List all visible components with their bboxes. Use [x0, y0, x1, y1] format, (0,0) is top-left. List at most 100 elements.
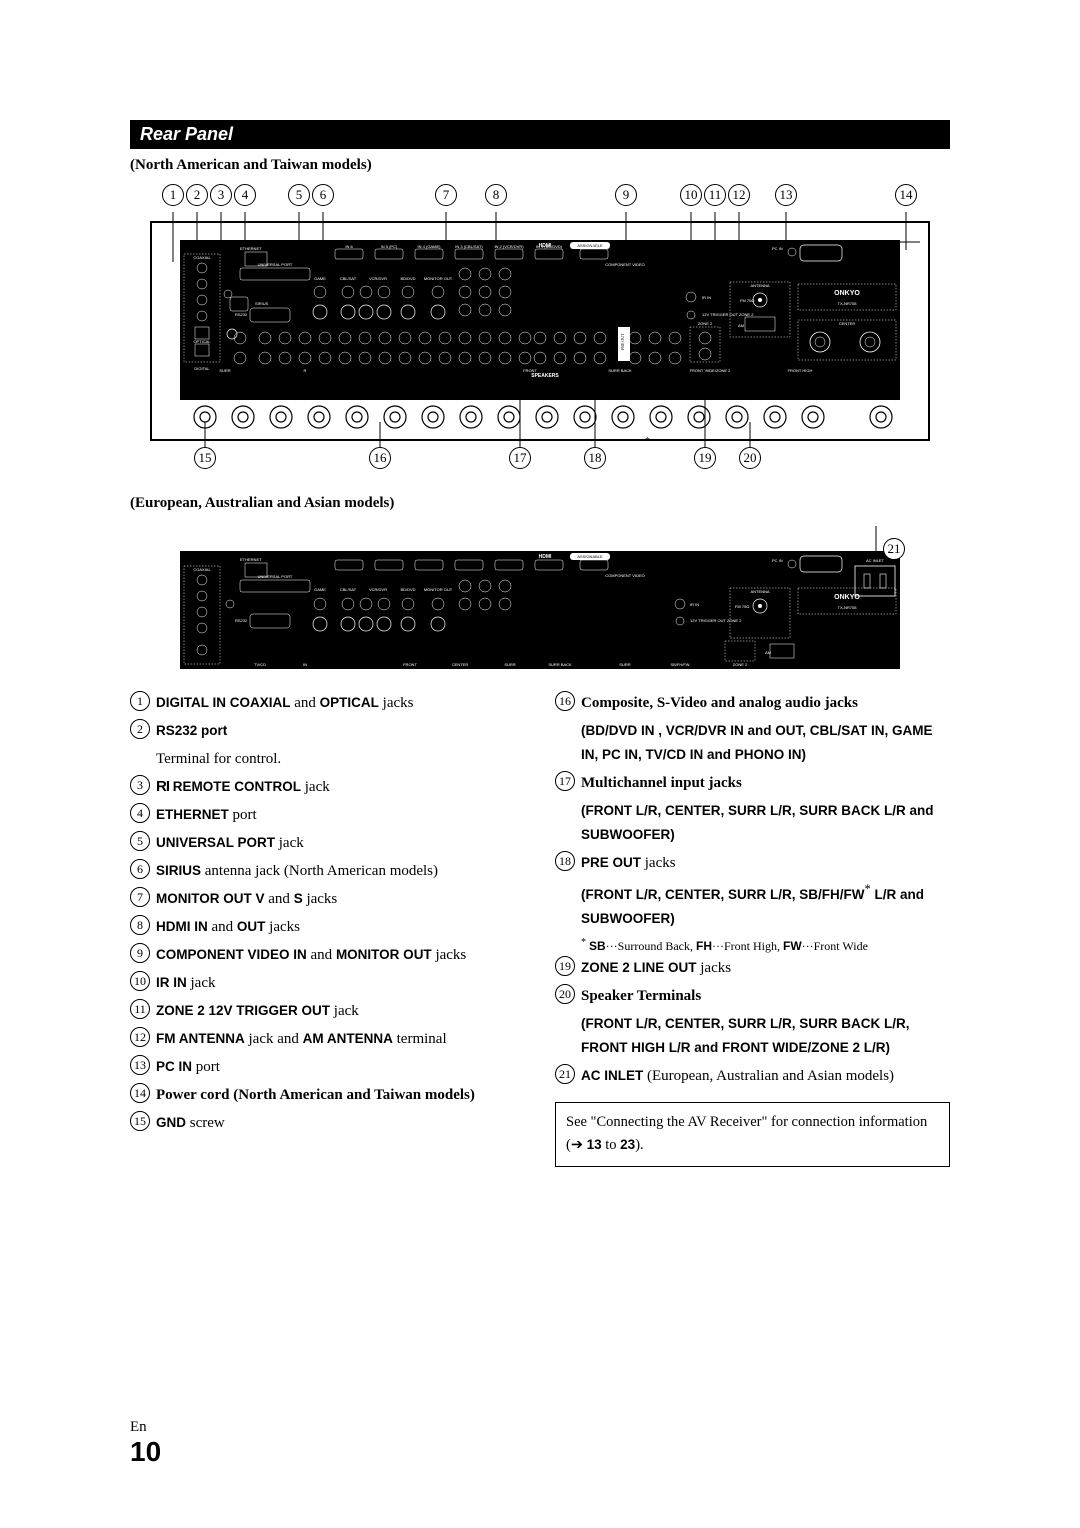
- callout-10: 10: [680, 184, 702, 206]
- reference-item-21: 21AC INLET (European, Australian and Asi…: [555, 1064, 950, 1088]
- page-number: 10: [130, 1436, 161, 1468]
- item-detail: (FRONT L/R, CENTER, SURR L/R, SB/FH/FW* …: [581, 879, 950, 931]
- callout-19: 19: [694, 447, 716, 469]
- svg-text:AC INLET: AC INLET: [866, 558, 885, 563]
- svg-text:PRE OUT: PRE OUT: [620, 333, 625, 350]
- reference-item-14: 14Power cord (North American and Taiwan …: [130, 1083, 525, 1107]
- svg-text:UNIVERSAL PORT: UNIVERSAL PORT: [258, 574, 293, 579]
- reference-item-20: 20 Speaker Terminals: [555, 984, 950, 1008]
- svg-text:ONKYO: ONKYO: [834, 290, 860, 297]
- svg-text:12V TRIGGER OUT ZONE 2: 12V TRIGGER OUT ZONE 2: [702, 312, 754, 317]
- item-text: Speaker Terminals: [581, 984, 701, 1008]
- reference-item-19: 19ZONE 2 LINE OUT jacks: [555, 956, 950, 980]
- svg-text:IN 6: IN 6: [345, 244, 353, 249]
- svg-text:COMPONENT VIDEO: COMPONENT VIDEO: [605, 573, 645, 578]
- svg-text:SB/FH/FW: SB/FH/FW: [670, 662, 689, 667]
- item-text: IR IN jack: [156, 971, 216, 995]
- svg-text:CENTER: CENTER: [839, 321, 856, 326]
- svg-text:IN 4 (GAME): IN 4 (GAME): [418, 244, 442, 249]
- item-text: MONITOR OUT V and S jacks: [156, 887, 337, 911]
- svg-text:VCR/DVR: VCR/DVR: [369, 276, 387, 281]
- svg-text:HDMI: HDMI: [539, 554, 552, 560]
- reference-item-9: 9COMPONENT VIDEO IN and MONITOR OUT jack…: [130, 943, 525, 967]
- callout-15: 15: [194, 447, 216, 469]
- svg-text:AM: AM: [738, 323, 744, 328]
- callout-row-bottom-1: 15 16 17 18 19 20: [150, 447, 930, 475]
- reference-item-10: 10IR IN jack: [130, 971, 525, 995]
- svg-text:MONITOR OUT: MONITOR OUT: [424, 276, 453, 281]
- svg-text:GAME: GAME: [314, 587, 326, 592]
- svg-text:COMPONENT VIDEO: COMPONENT VIDEO: [605, 262, 645, 267]
- item-number: 3: [130, 775, 150, 795]
- item-text: DIGITAL IN COAXIAL and OPTICAL jacks: [156, 691, 414, 715]
- svg-text:TX-NR708: TX-NR708: [838, 301, 858, 306]
- svg-text:ETHERNET: ETHERNET: [240, 246, 262, 251]
- callout-1: 1: [162, 184, 184, 206]
- item-number: 18: [555, 851, 575, 871]
- reference-item-13: 13PC IN port: [130, 1055, 525, 1079]
- item-text: AC INLET (European, Australian and Asian…: [581, 1064, 894, 1088]
- item-text: Power cord (North American and Taiwan mo…: [156, 1083, 475, 1107]
- item-number: 16: [555, 691, 575, 711]
- item-text: GND screw: [156, 1111, 225, 1135]
- item-number: 8: [130, 915, 150, 935]
- reference-col-left: 1DIGITAL IN COAXIAL and OPTICAL jacks2RS…: [130, 691, 525, 1167]
- reference-item-11: 11ZONE 2 12V TRIGGER OUT jack: [130, 999, 525, 1023]
- reference-columns: 1DIGITAL IN COAXIAL and OPTICAL jacks2RS…: [130, 691, 950, 1167]
- svg-text:CENTER: CENTER: [452, 662, 469, 667]
- item-text: PC IN port: [156, 1055, 220, 1079]
- item-number: 19: [555, 956, 575, 976]
- svg-text:OPTICAL: OPTICAL: [193, 339, 211, 344]
- svg-text:RS232: RS232: [235, 618, 248, 623]
- svg-text:FRONT: FRONT: [523, 368, 537, 373]
- item-detail: (FRONT L/R, CENTER, SURR L/R, SURR BACK …: [581, 799, 950, 847]
- reference-item-17: 17Multichannel input jacks: [555, 771, 950, 795]
- svg-text:12V TRIGGER OUT ZONE 2: 12V TRIGGER OUT ZONE 2: [690, 618, 742, 623]
- svg-text:SURR: SURR: [219, 368, 230, 373]
- reference-item-2: 2RS232 port: [130, 719, 525, 743]
- reference-item-16: 16Composite, S-Video and analog audio ja…: [555, 691, 950, 715]
- reference-item-4: 4ETHERNET port: [130, 803, 525, 827]
- item-text: COMPONENT VIDEO IN and MONITOR OUT jacks: [156, 943, 466, 967]
- item-subtext: Terminal for control.: [156, 747, 525, 771]
- svg-text:SIRIUS: SIRIUS: [255, 301, 269, 306]
- svg-text:SURR BACK: SURR BACK: [548, 662, 572, 667]
- callout-20: 20: [739, 447, 761, 469]
- reference-item-5: 5UNIVERSAL PORT jack: [130, 831, 525, 855]
- svg-text:MONITOR OUT: MONITOR OUT: [424, 587, 453, 592]
- callout-18: 18: [584, 447, 606, 469]
- item-number: 7: [130, 887, 150, 907]
- item-number: 20: [555, 984, 575, 1004]
- svg-text:IR IN: IR IN: [690, 602, 699, 607]
- reference-item-15: 15GND screw: [130, 1111, 525, 1135]
- svg-text:VCR/DVR: VCR/DVR: [369, 587, 387, 592]
- svg-text:ASSIGNABLE: ASSIGNABLE: [577, 554, 603, 559]
- svg-text:IN: IN: [303, 662, 307, 667]
- svg-text:SURR: SURR: [619, 662, 630, 667]
- svg-text:IN 5 (PC): IN 5 (PC): [381, 244, 398, 249]
- svg-text:ETHERNET: ETHERNET: [240, 557, 262, 562]
- callout-9: 9: [615, 184, 637, 206]
- item-footnote: * SB···Surround Back, FH···Front High, F…: [581, 935, 950, 956]
- svg-text:COAXIAL: COAXIAL: [193, 567, 211, 572]
- svg-text:COAXIAL: COAXIAL: [193, 255, 211, 260]
- svg-text:OUT: OUT: [590, 244, 599, 249]
- callout-16: 16: [369, 447, 391, 469]
- callout-12: 12: [728, 184, 750, 206]
- svg-text:IN 1 (BD/DVD): IN 1 (BD/DVD): [536, 244, 563, 249]
- svg-text:RS232: RS232: [235, 312, 248, 317]
- svg-text:FRONT WIDE/ZONE 2: FRONT WIDE/ZONE 2: [690, 368, 732, 373]
- svg-text:ANTENNA: ANTENNA: [750, 589, 769, 594]
- callout-4: 4: [234, 184, 256, 206]
- svg-text:IN 3 (CBL/SAT): IN 3 (CBL/SAT): [455, 244, 483, 249]
- callout-8: 8: [485, 184, 507, 206]
- reference-item-7: 7 MONITOR OUT V and S jacks: [130, 887, 525, 911]
- section-header: Rear Panel: [130, 120, 950, 149]
- svg-text:PC IN: PC IN: [772, 558, 783, 563]
- callout-17: 17: [509, 447, 531, 469]
- svg-text:ONKYO: ONKYO: [834, 594, 860, 601]
- reference-item-6: 6SIRIUS antenna jack (North American mod…: [130, 859, 525, 883]
- diagram-na-container: 1 2 3 4 5 6 7 8 9 10 11 12 13 14 ETHERNE…: [130, 184, 950, 475]
- svg-text:ZONE 2: ZONE 2: [698, 321, 713, 326]
- item-number: 6: [130, 859, 150, 879]
